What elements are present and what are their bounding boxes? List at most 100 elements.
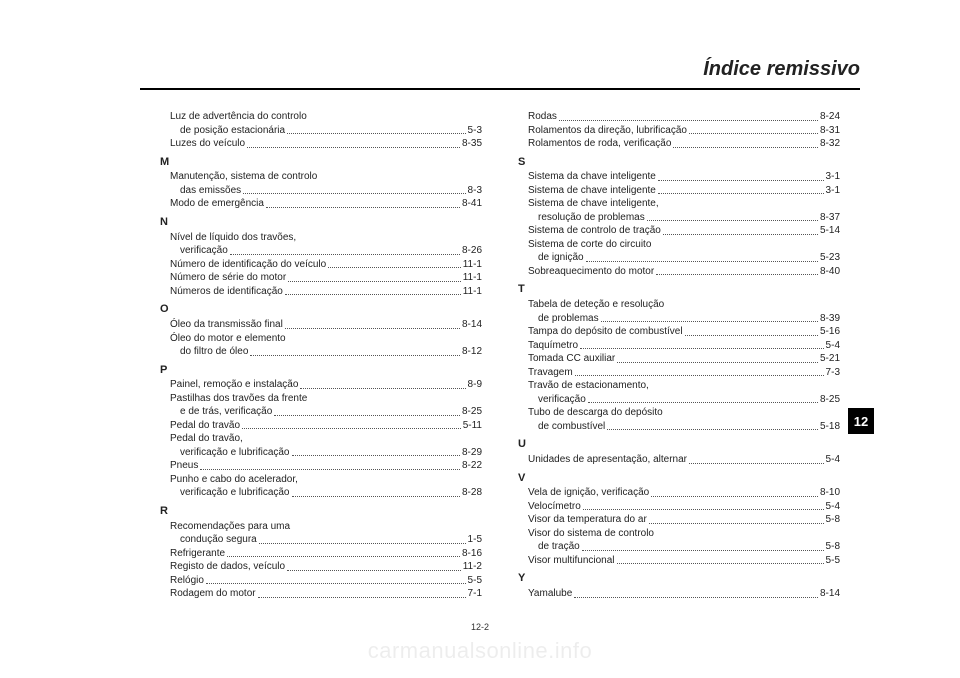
leader-dots [663, 224, 818, 235]
index-entry-text: Pedal do travão [170, 419, 240, 433]
leader-dots [685, 325, 818, 336]
index-entry: Relógio 5-5 [160, 574, 482, 588]
index-entry-text: Travão de estacionamento, [528, 379, 649, 393]
index-entry-page: 7-3 [826, 366, 840, 380]
index-entry-page: 5-3 [468, 124, 482, 138]
index-entry-text: Registo de dados, veículo [170, 560, 285, 574]
index-entry-text: Visor da temperatura do ar [528, 513, 647, 527]
section-tab-label: 12 [854, 414, 868, 429]
index-entry: e de trás, verificação 8-25 [160, 405, 482, 419]
leader-dots [583, 500, 824, 511]
index-entry-text: Sobreaquecimento do motor [528, 265, 654, 279]
index-entry-text: Luz de advertência do controlo [170, 110, 307, 124]
index-entry-text: Relógio [170, 574, 204, 588]
leader-dots [287, 124, 465, 135]
index-entry-page: 8-14 [820, 587, 840, 601]
index-entry: Modo de emergência 8-41 [160, 197, 482, 211]
index-entry-text: Tubo de descarga do depósito [528, 406, 663, 420]
leader-dots [689, 453, 824, 464]
leader-dots [575, 366, 824, 377]
index-entry: Luz de advertência do controlo [160, 110, 482, 124]
index-entry: Sobreaquecimento do motor 8-40 [518, 265, 840, 279]
index-entry-page: 11-1 [463, 258, 482, 272]
index-entry-text: Vela de ignição, verificação [528, 486, 649, 500]
index-entry-page: 5-23 [820, 251, 840, 265]
index-entry: Pastilhas dos travões da frente [160, 392, 482, 406]
index-entry-page: 8-10 [820, 486, 840, 500]
index-entry-page: 8-25 [820, 393, 840, 407]
index-entry-text: Sistema de chave inteligente, [528, 197, 659, 211]
index-entry: Luzes do veículo 8-35 [160, 137, 482, 151]
index-entry-text: Manutenção, sistema de controlo [170, 170, 317, 184]
index-entry: Visor do sistema de controlo [518, 527, 840, 541]
index-entry-page: 8-37 [820, 211, 840, 225]
index-entry-page: 5-5 [468, 574, 482, 588]
index-entry: verificação 8-25 [518, 393, 840, 407]
index-entry: Óleo do motor e elemento [160, 332, 482, 346]
index-entry-text: Visor multifuncional [528, 554, 615, 568]
index-entry: Visor da temperatura do ar 5-8 [518, 513, 840, 527]
leader-dots [559, 110, 818, 121]
index-entry: de tração 5-8 [518, 540, 840, 554]
index-entry-page: 5-21 [820, 352, 840, 366]
page-number: 12-2 [0, 622, 960, 632]
leader-dots [230, 244, 460, 255]
index-entry-text: Rolamentos de roda, verificação [528, 137, 671, 151]
index-entry-text: das emissões [180, 184, 241, 198]
leader-dots [274, 405, 460, 416]
manual-page: Índice remissivo Luz de advertência do c… [0, 0, 960, 678]
leader-dots [243, 184, 465, 195]
index-entry-text: Números de identificação [170, 285, 283, 299]
index-entry-text: Rodas [528, 110, 557, 124]
index-letter: P [160, 363, 482, 378]
index-entry-page: 1-5 [468, 533, 482, 547]
leader-dots [651, 486, 818, 497]
index-letter: Y [518, 571, 840, 586]
index-entry-text: Pneus [170, 459, 198, 473]
index-entry-page: 5-8 [826, 540, 840, 554]
index-entry: de posição estacionária 5-3 [160, 124, 482, 138]
index-entry: Sistema de corte do circuito [518, 238, 840, 252]
index-column-2: Rodas 8-24Rolamentos da direção, lubrifi… [518, 110, 840, 588]
index-entry: Sistema de controlo de tração 5-14 [518, 224, 840, 238]
index-entry: Rodas 8-24 [518, 110, 840, 124]
index-entry-text: de tração [538, 540, 580, 554]
index-entry: Rolamentos da direção, lubrificação 8-31 [518, 124, 840, 138]
index-entry-text: Óleo do motor e elemento [170, 332, 286, 346]
leader-dots [649, 513, 824, 524]
leader-dots [288, 271, 461, 282]
index-entry-text: Rolamentos da direção, lubrificação [528, 124, 687, 138]
index-entry-text: Sistema de chave inteligente [528, 184, 656, 198]
index-entry-text: Número de série do motor [170, 271, 286, 285]
index-entry-page: 8-24 [820, 110, 840, 124]
index-entry: de ignição 5-23 [518, 251, 840, 265]
index-entry-page: 5-11 [463, 419, 482, 433]
index-entry-page: 7-1 [468, 587, 482, 601]
index-entry: Sistema de chave inteligente 3-1 [518, 184, 840, 198]
index-entry-page: 5-8 [826, 513, 840, 527]
leader-dots [266, 197, 460, 208]
index-entry-text: de posição estacionária [180, 124, 285, 138]
index-entry: Número de série do motor 11-1 [160, 271, 482, 285]
leader-dots [689, 124, 818, 135]
leader-dots [287, 560, 461, 571]
index-entry-text: Tampa do depósito de combustível [528, 325, 683, 339]
index-entry: Visor multifuncional 5-5 [518, 554, 840, 568]
leader-dots [227, 547, 460, 558]
index-entry-text: condução segura [180, 533, 257, 547]
leader-dots [285, 285, 461, 296]
leader-dots [259, 533, 466, 544]
index-entry-page: 8-40 [820, 265, 840, 279]
index-column-1: Luz de advertência do controlode posição… [160, 110, 482, 588]
leader-dots [588, 393, 818, 404]
index-entry-text: Yamalube [528, 587, 572, 601]
index-entry-page: 8-39 [820, 312, 840, 326]
index-entry-page: 8-41 [462, 197, 482, 211]
index-entry-page: 5-5 [826, 554, 840, 568]
index-letter: T [518, 282, 840, 297]
index-columns: Luz de advertência do controlode posição… [160, 110, 840, 588]
index-entry: Rodagem do motor 7-1 [160, 587, 482, 601]
index-entry-text: verificação e lubrificação [180, 446, 290, 460]
index-entry-text: verificação [538, 393, 586, 407]
index-letter: V [518, 471, 840, 486]
